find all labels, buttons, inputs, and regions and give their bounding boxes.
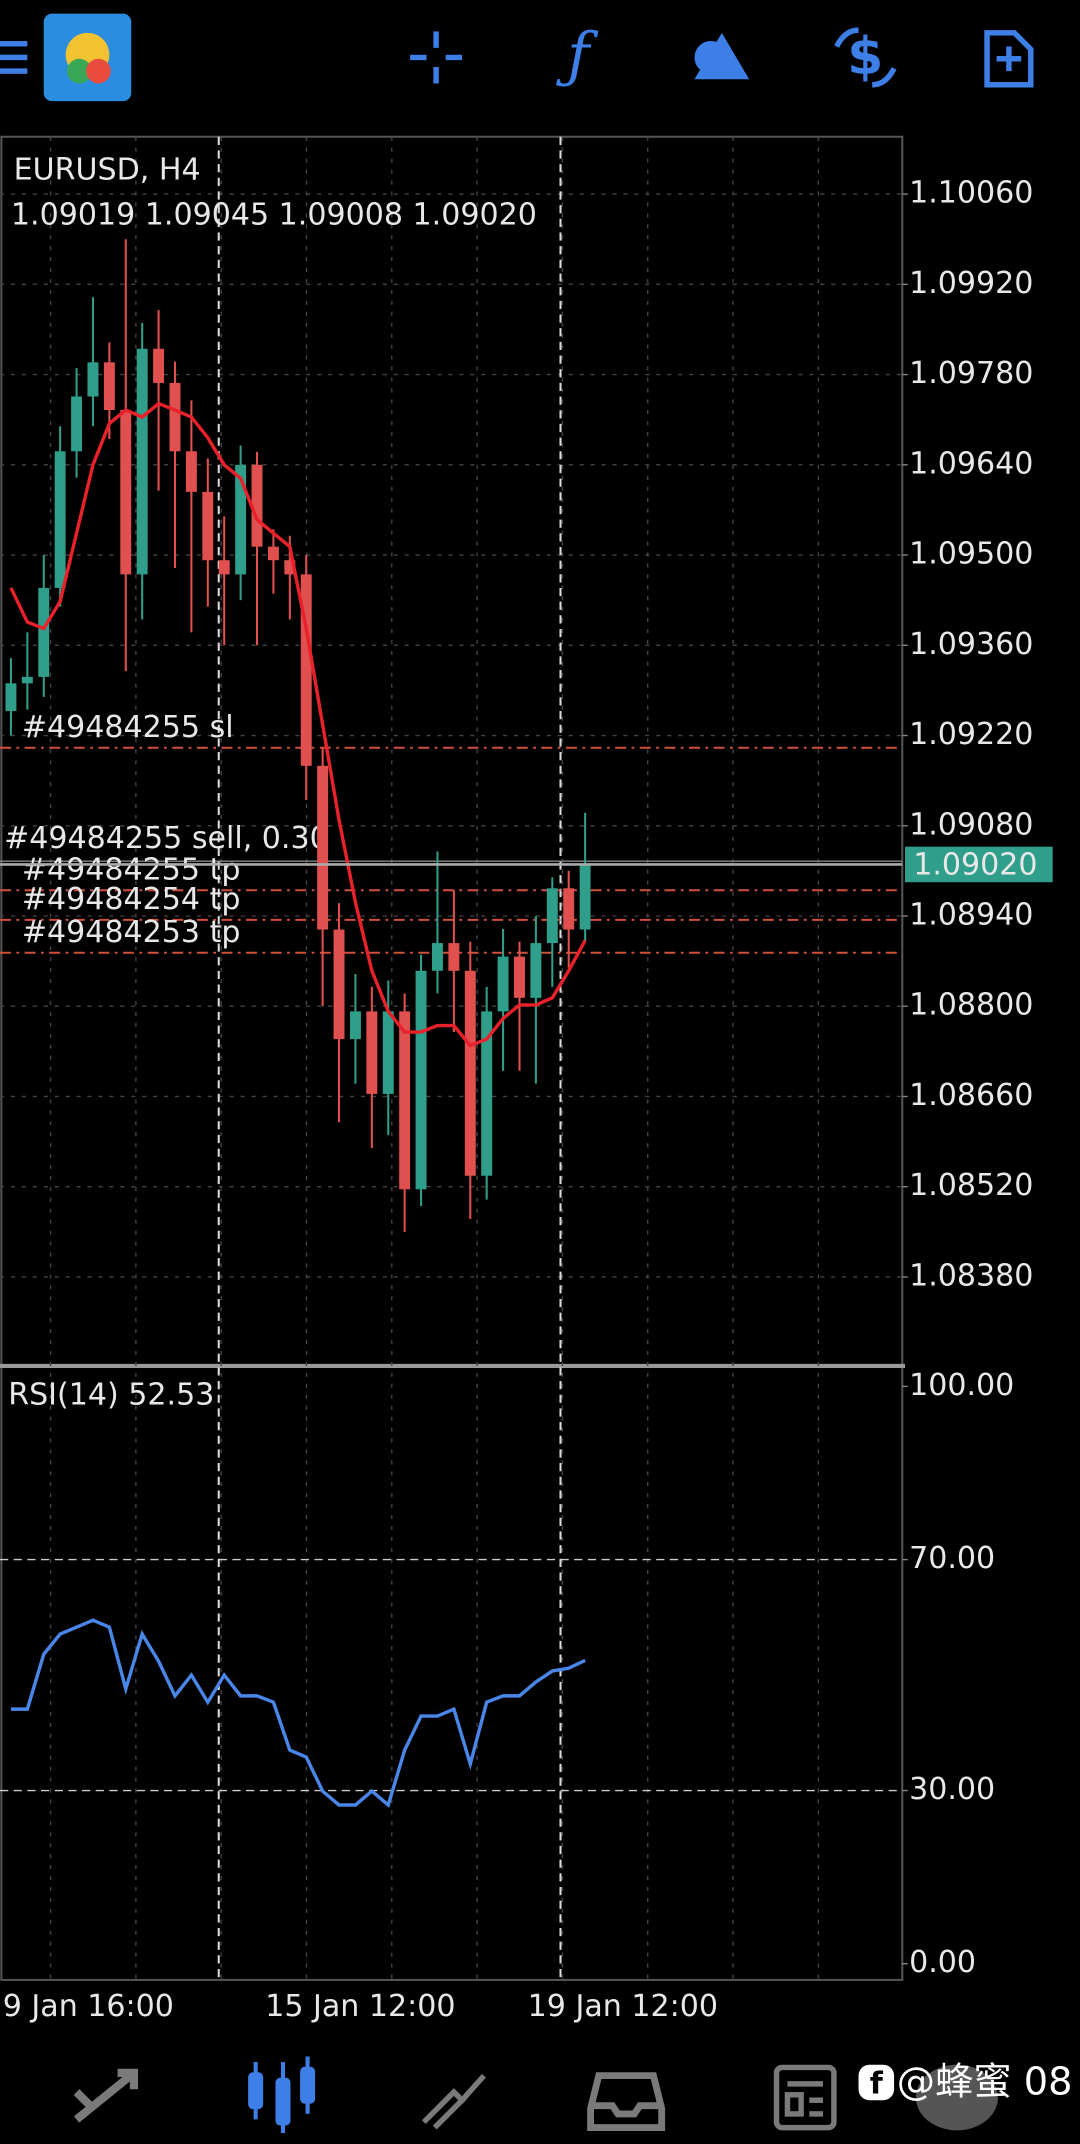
crosshair-button[interactable] <box>410 31 463 84</box>
order-label: #49484253 tp <box>22 915 241 950</box>
grid <box>0 136 908 1980</box>
candle-body <box>71 396 83 452</box>
candle-body <box>54 451 66 588</box>
watermark-logo: f <box>858 2064 895 2102</box>
plot: 1.10060 1.09920 1.09780 1.09640 1.09500 1.093… <box>0 176 1053 2024</box>
x-tick-label: 9 Jan 16:00 <box>3 1989 174 2024</box>
candle-body <box>464 970 476 1176</box>
new-order-button[interactable] <box>984 30 1034 88</box>
rsi-line <box>10 1618 586 1808</box>
candle-body <box>579 864 591 930</box>
y-tick-label: 1.09640 <box>909 446 1033 481</box>
app-icon[interactable] <box>43 13 132 102</box>
candle-body <box>546 888 558 944</box>
order-label: #49484254 tp <box>22 882 241 917</box>
chart-title: EURUSD, H4 <box>14 152 201 187</box>
x-tick-label: 19 Jan 12:00 <box>528 1989 718 2024</box>
chart-tab[interactable] <box>248 2056 316 2134</box>
candle-body <box>218 560 230 575</box>
candle-body <box>103 362 115 411</box>
candle-body <box>38 587 50 677</box>
candle-body <box>497 956 509 1012</box>
objects-button[interactable] <box>694 32 750 80</box>
candle-body <box>349 1011 361 1040</box>
y-tick-label: 1.08380 <box>909 1258 1033 1293</box>
candle-body <box>136 348 148 575</box>
trade-tab[interactable] <box>421 2073 486 2130</box>
candle-body <box>530 943 542 998</box>
candle-body <box>21 676 33 684</box>
y-tick-label: 1.08520 <box>909 1168 1033 1203</box>
chart-frame <box>0 135 904 1981</box>
candle-body <box>333 929 345 1040</box>
order-label: #49484255 sl <box>22 710 234 745</box>
news-tab[interactable] <box>773 2064 837 2131</box>
y-tick-label: 1.10060 <box>909 176 1033 211</box>
candle-body <box>481 1011 493 1176</box>
y-tick-label: 1.08660 <box>909 1078 1033 1113</box>
ohlc-text: 1.09019 1.09045 1.09008 1.09020 <box>11 198 537 233</box>
candle-body <box>300 574 312 766</box>
menu-button[interactable] <box>0 41 28 74</box>
trade-button[interactable]: $ <box>834 27 897 88</box>
svg-text:f: f <box>870 2067 884 2102</box>
candle-body <box>267 546 279 561</box>
candle-body <box>432 943 443 971</box>
candle-body <box>366 1011 378 1094</box>
y-tick-label: 1.08940 <box>909 898 1033 933</box>
candle-body <box>415 970 427 1190</box>
y-tick-label: 0.00 <box>909 1945 976 1980</box>
watermark: @蜂蜜 08 <box>897 2059 1073 2104</box>
candle-body <box>284 560 296 575</box>
candle-body <box>382 1011 394 1094</box>
candle-body <box>317 765 329 930</box>
rsi-title: RSI(14) 52.53 <box>8 1378 214 1413</box>
y-tick-label: 1.09780 <box>909 356 1033 391</box>
moving-average <box>9 401 587 1048</box>
candle-body <box>251 464 263 547</box>
svg-text:ƒ: ƒ <box>555 21 599 91</box>
y-tick-label: 1.09220 <box>909 717 1033 752</box>
y-tick-label: 1.09080 <box>909 807 1033 842</box>
quotes-tab[interactable] <box>73 2068 139 2123</box>
candle-body <box>202 491 214 561</box>
toolbar: ƒ $ <box>0 13 1034 102</box>
y-tick-label: 70.00 <box>909 1541 995 1576</box>
order-label: #49484255 sell, 0.30 <box>4 821 329 856</box>
order-label: #49484255 tp <box>22 853 241 888</box>
indicators-button[interactable]: ƒ <box>555 21 599 91</box>
bottom-nav <box>0 2029 1080 2144</box>
y-tick-label: 1.08800 <box>909 988 1033 1023</box>
candle-body <box>448 943 460 971</box>
y-tick-label: 1.09920 <box>909 266 1033 301</box>
candle-body <box>563 888 575 930</box>
history-tab[interactable] <box>587 2072 666 2132</box>
svg-text:$: $ <box>847 27 883 87</box>
candle-body <box>399 1011 411 1190</box>
x-tick-label: 15 Jan 12:00 <box>265 1989 455 2024</box>
candle-body <box>5 683 17 712</box>
y-tick-label: 1.09360 <box>909 627 1033 662</box>
current-price-tag <box>905 846 1053 883</box>
candle-body <box>235 464 247 575</box>
candle-body <box>120 410 132 575</box>
candle-body <box>169 382 181 452</box>
candle-body <box>87 362 99 397</box>
y-tick-label: 100.00 <box>909 1368 1014 1403</box>
candle-body <box>153 348 165 383</box>
chat-tab[interactable] <box>915 2064 998 2131</box>
y-tick-label: 1.09500 <box>909 537 1033 572</box>
candle-body <box>185 451 197 492</box>
candle-body <box>514 956 525 998</box>
bottom-nav-icons <box>73 2056 998 2134</box>
current-price-label: 1.09020 <box>913 847 1037 882</box>
y-tick-label: 30.00 <box>909 1772 995 1807</box>
